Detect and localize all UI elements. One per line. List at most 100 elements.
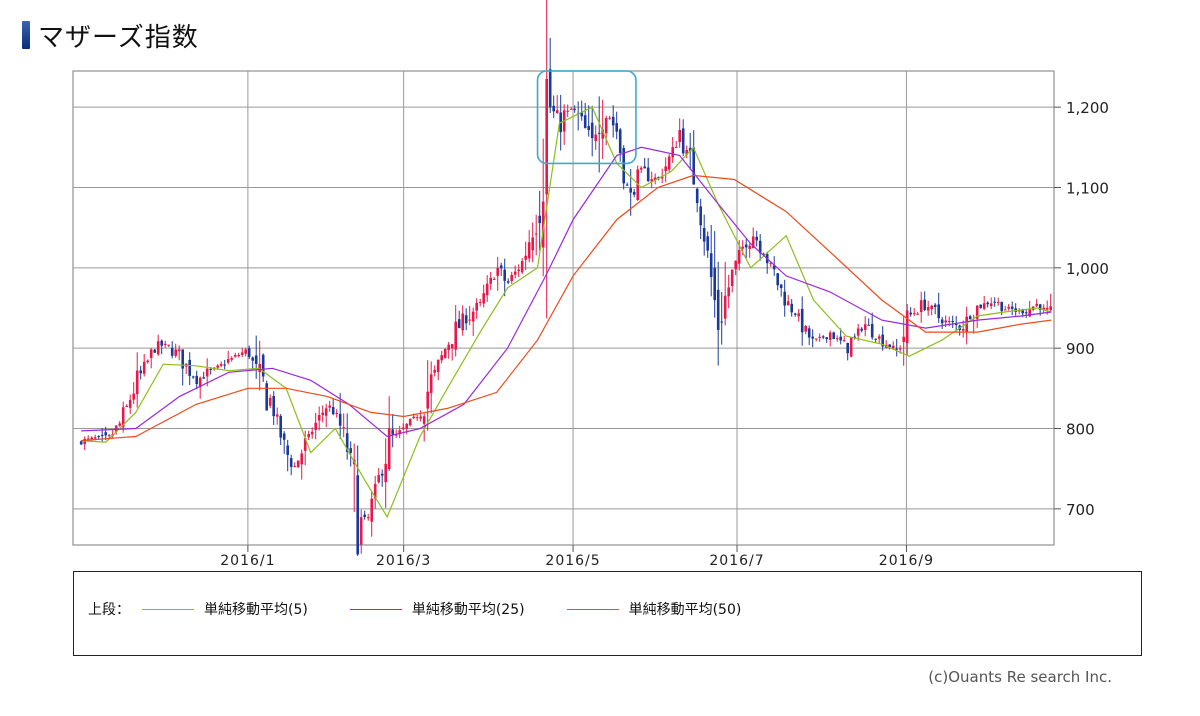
candle-up bbox=[135, 370, 139, 395]
candle-up bbox=[531, 237, 534, 251]
candle-up bbox=[167, 344, 170, 346]
candle-up bbox=[429, 374, 433, 394]
legend-item-sma25: 単純移動平均(25) bbox=[349, 599, 525, 619]
candle-up bbox=[426, 391, 429, 409]
candle-up bbox=[310, 431, 314, 435]
candle-up bbox=[685, 149, 688, 155]
candle-up bbox=[132, 393, 135, 400]
candle-down bbox=[790, 303, 793, 313]
candle-down bbox=[139, 370, 142, 374]
candle-up bbox=[513, 271, 517, 275]
candle-up bbox=[1003, 309, 1007, 311]
candle-up bbox=[541, 201, 545, 248]
sma50-line bbox=[81, 174, 1052, 442]
y-tick-label: 700 bbox=[1066, 501, 1095, 519]
candle-down bbox=[338, 413, 342, 426]
candle-down bbox=[846, 342, 849, 354]
candle-up bbox=[650, 179, 653, 182]
candle-up bbox=[524, 255, 527, 260]
candle-up bbox=[485, 283, 489, 296]
candle-down bbox=[254, 355, 258, 364]
candle-up bbox=[555, 110, 559, 114]
candle-up bbox=[125, 405, 128, 407]
candle-up bbox=[639, 167, 643, 170]
candle-up bbox=[419, 416, 422, 419]
candle-up bbox=[671, 147, 674, 158]
sma5-line bbox=[81, 106, 1052, 519]
candle-down bbox=[331, 407, 335, 415]
candle-down bbox=[583, 115, 587, 128]
candle-up bbox=[961, 329, 965, 331]
candle-up bbox=[916, 313, 919, 315]
candle-up bbox=[342, 427, 345, 429]
candle-up bbox=[527, 242, 531, 259]
candle-up bbox=[604, 118, 608, 134]
candle-up bbox=[321, 412, 324, 416]
candle-down bbox=[251, 357, 254, 361]
candle-up bbox=[303, 438, 307, 451]
candle-up bbox=[965, 316, 968, 333]
candle-up bbox=[377, 475, 380, 483]
candle-up bbox=[440, 355, 443, 361]
candle-up bbox=[156, 341, 160, 355]
grid-lines bbox=[72, 70, 1061, 552]
candle-up bbox=[842, 340, 846, 342]
candle-down bbox=[825, 337, 828, 340]
candle-up bbox=[433, 369, 436, 373]
candle-up bbox=[468, 319, 471, 321]
candle-down bbox=[688, 147, 692, 152]
candle-up bbox=[674, 147, 678, 149]
candle-up bbox=[818, 336, 821, 338]
candle-down bbox=[758, 240, 762, 254]
candle-down bbox=[622, 148, 625, 184]
candle-up bbox=[678, 129, 681, 143]
candle-down bbox=[272, 395, 275, 417]
candle-down bbox=[97, 436, 100, 438]
candle-down bbox=[968, 316, 972, 320]
candle-down bbox=[209, 368, 212, 370]
candle-down bbox=[776, 273, 779, 286]
candle-down bbox=[783, 291, 786, 306]
candle-up bbox=[947, 320, 951, 322]
candle-down bbox=[618, 129, 622, 153]
candle-down bbox=[702, 227, 706, 242]
candle-up bbox=[566, 110, 569, 112]
candle-up bbox=[1028, 308, 1031, 317]
candle-down bbox=[181, 349, 184, 369]
candle-down bbox=[282, 433, 286, 440]
candle-up bbox=[408, 418, 412, 426]
candle-up bbox=[90, 437, 93, 440]
candle-down bbox=[709, 253, 713, 277]
candle-down bbox=[279, 415, 282, 438]
candle-up bbox=[594, 134, 597, 142]
candle-up bbox=[405, 423, 408, 429]
candle-down bbox=[457, 319, 461, 329]
candle-up bbox=[240, 352, 244, 356]
candle-down bbox=[611, 116, 615, 126]
candle-down bbox=[762, 253, 765, 255]
y-tick-label: 900 bbox=[1066, 340, 1095, 358]
candle-up bbox=[748, 245, 751, 249]
candle-down bbox=[643, 166, 646, 169]
candle-up bbox=[919, 300, 923, 313]
y-tick-label: 800 bbox=[1066, 421, 1095, 439]
candle-down bbox=[552, 105, 555, 112]
candle-down bbox=[349, 448, 352, 453]
candle-down bbox=[160, 340, 163, 346]
candle-up bbox=[387, 428, 391, 470]
candle-up bbox=[219, 363, 223, 366]
candle-up bbox=[412, 416, 415, 419]
candle-up bbox=[258, 363, 261, 373]
candle-up bbox=[233, 355, 237, 357]
candle-up bbox=[989, 303, 993, 307]
candle-down bbox=[779, 284, 783, 288]
candle-down bbox=[692, 147, 695, 185]
candle-down bbox=[286, 445, 289, 456]
candle-down bbox=[247, 348, 251, 357]
candle-up bbox=[492, 278, 496, 280]
candle-up bbox=[142, 361, 146, 374]
candle-up bbox=[569, 108, 573, 110]
candle-up bbox=[1049, 306, 1052, 310]
candle-up bbox=[436, 359, 440, 373]
candle-up bbox=[461, 313, 464, 331]
